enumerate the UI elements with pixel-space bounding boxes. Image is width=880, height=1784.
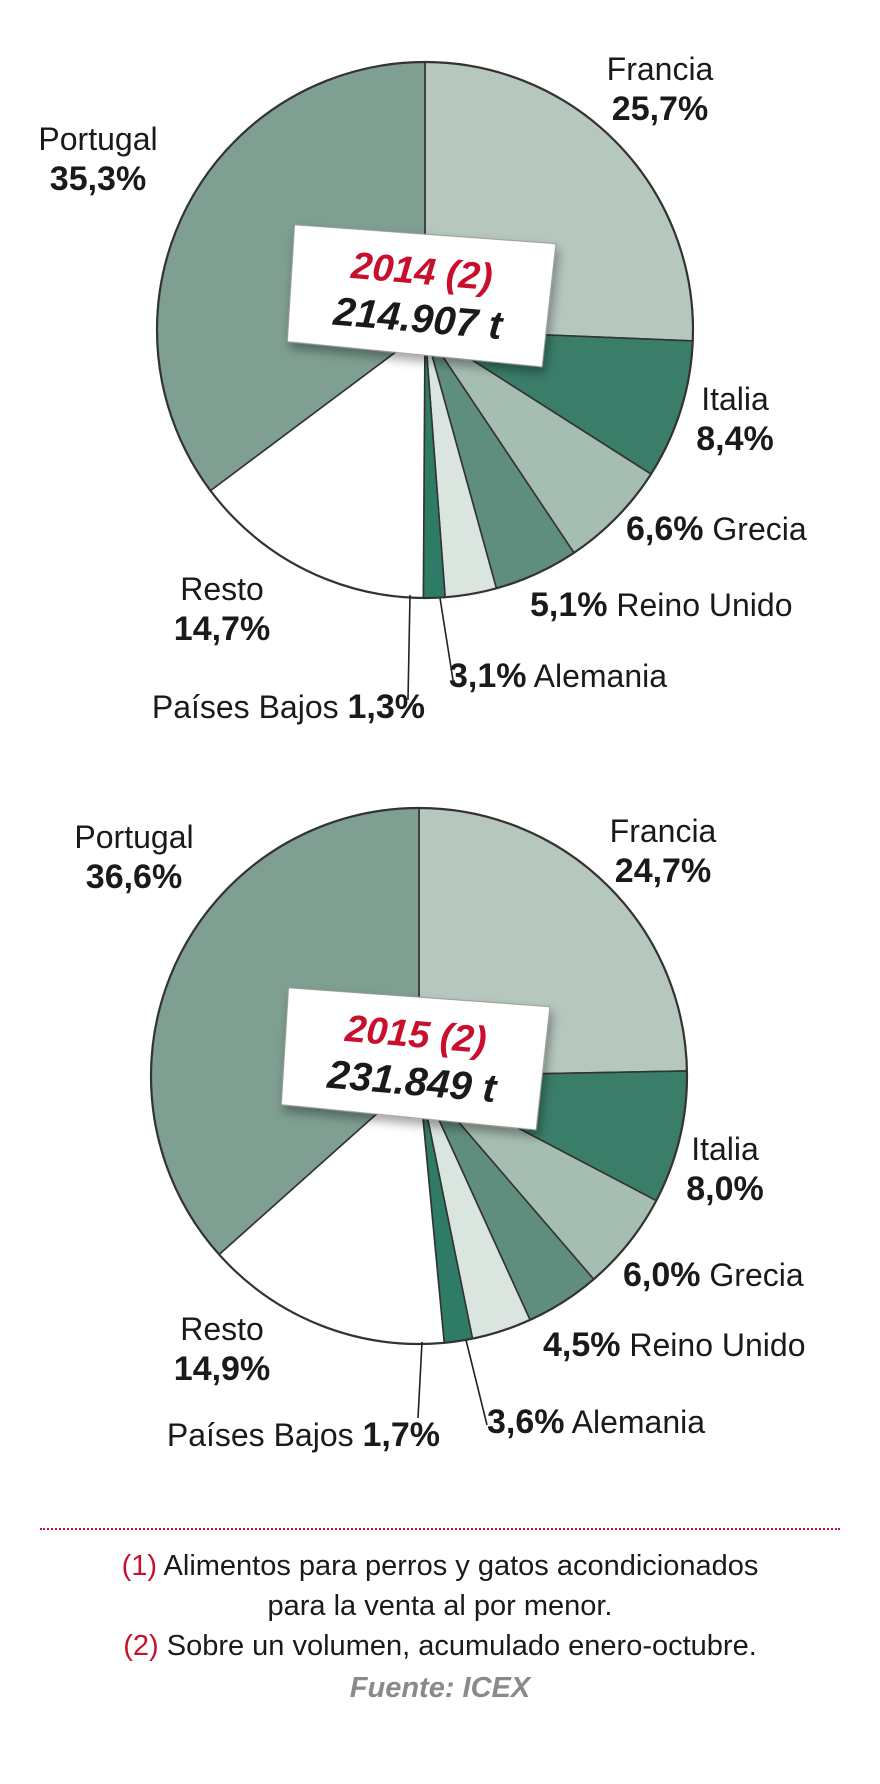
label-alemania: 3,6% Alemania xyxy=(487,1403,705,1441)
pie-outline xyxy=(149,806,689,1346)
label-grecia: 6,6% Grecia xyxy=(626,510,807,548)
label-value-italia: 8,4% xyxy=(696,420,774,458)
leader-line-alemania xyxy=(465,1339,488,1426)
label-value-francia: 24,7% xyxy=(615,852,711,890)
label-name-italia: Italia xyxy=(691,1131,759,1167)
label-value-paises-bajos: 1,3% xyxy=(348,688,426,726)
total-tag: 2015 (2)231.849 t xyxy=(280,987,551,1131)
total-tag-card xyxy=(286,224,557,368)
label-name-francia: Francia xyxy=(607,51,714,87)
note-1: (1) Alimentos para perros y gatos acondi… xyxy=(40,1546,840,1586)
note-1-cont: para la venta al por menor. xyxy=(40,1586,840,1626)
label-paises-bajos: Países Bajos 1,3% xyxy=(152,688,425,726)
pie-slices xyxy=(150,807,688,1345)
label-value-portugal: 36,6% xyxy=(86,858,182,896)
label-name-resto: Resto xyxy=(180,1311,264,1347)
label-value-francia: 25,7% xyxy=(612,90,708,128)
label-grecia: 6,0% Grecia xyxy=(623,1256,804,1294)
note-1-text-b: para la venta al por menor. xyxy=(267,1590,613,1622)
pie-outline xyxy=(155,60,695,600)
note-2-number: (2) xyxy=(123,1630,159,1662)
label-name-reino-unido: Reino Unido xyxy=(608,587,793,623)
total-tag-card xyxy=(280,987,551,1131)
label-value-alemania: 3,6% xyxy=(487,1403,565,1441)
note-1-number: (1) xyxy=(121,1550,158,1582)
leader-line-paises-bajos xyxy=(417,1341,423,1419)
label-value-grecia: 6,6% xyxy=(626,510,704,548)
label-name-resto: Resto xyxy=(180,571,264,607)
label-value-resto: 14,9% xyxy=(174,1350,270,1388)
label-value-reino-unido: 5,1% xyxy=(530,586,608,624)
label-name-paises-bajos: Países Bajos xyxy=(167,1417,363,1453)
label-value-alemania: 3,1% xyxy=(449,657,527,695)
label-paises-bajos: Países Bajos 1,7% xyxy=(167,1416,440,1454)
label-name-italia: Italia xyxy=(701,381,769,417)
source-line: Fuente: ICEX xyxy=(349,1672,531,1704)
label-value-portugal: 35,3% xyxy=(50,160,146,198)
label-name-alemania: Alemania xyxy=(565,1404,706,1440)
label-name-paises-bajos: Países Bajos xyxy=(152,689,348,725)
label-reino-unido: 5,1% Reino Unido xyxy=(530,586,793,624)
label-value-italia: 8,0% xyxy=(686,1170,764,1208)
label-name-reino-unido: Reino Unido xyxy=(621,1327,806,1363)
total-tag: 2014 (2)214.907 t xyxy=(286,224,557,368)
label-reino-unido: 4,5% Reino Unido xyxy=(543,1326,806,1364)
leader-line-alemania xyxy=(439,597,454,681)
leader-line-paises-bajos xyxy=(407,594,411,701)
label-name-grecia: Grecia xyxy=(701,1257,804,1293)
label-name-grecia: Grecia xyxy=(704,511,807,547)
dotted-divider xyxy=(40,1528,840,1530)
label-name-portugal: Portugal xyxy=(38,121,157,157)
note-2-text: Sobre un volumen, acumulado enero-octubr… xyxy=(166,1630,757,1662)
label-value-grecia: 6,0% xyxy=(623,1256,701,1294)
label-value-reino-unido: 4,5% xyxy=(543,1326,621,1364)
label-value-paises-bajos: 1,7% xyxy=(363,1416,441,1454)
label-name-alemania: Alemania xyxy=(527,658,668,694)
note-2: (2) Sobre un volumen, acumulado enero-oc… xyxy=(40,1626,840,1666)
label-name-francia: Francia xyxy=(610,813,717,849)
label-alemania: 3,1% Alemania xyxy=(449,657,667,695)
label-name-portugal: Portugal xyxy=(74,819,193,855)
footnotes: (1) Alimentos para perros y gatos acondi… xyxy=(40,1528,840,1708)
note-1-text-a: Alimentos para perros y gatos acondicion… xyxy=(163,1550,759,1582)
label-value-resto: 14,7% xyxy=(174,610,270,648)
